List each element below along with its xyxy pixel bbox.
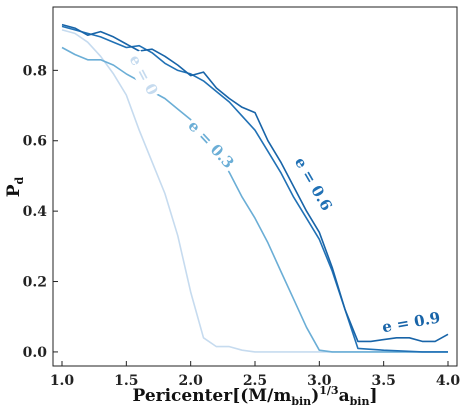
x-tick-label: 2.5 [243, 373, 267, 389]
series-line-e-0-6 [61, 25, 448, 353]
x-tick-label: 1.0 [50, 373, 75, 389]
x-tick-label: 2.0 [178, 373, 203, 389]
y-tick-label: 0.2 [23, 275, 47, 291]
curve-label-background [289, 152, 337, 216]
y-tick-label: 0.4 [23, 204, 48, 220]
curve-label-background [183, 115, 239, 174]
curve-label: e = 0.3 [184, 117, 237, 172]
x-axis-label: Pericenter[(M/mbin)1/3abin] [133, 384, 378, 408]
x-tick-label: 3.5 [371, 373, 395, 389]
series [61, 23, 449, 353]
x-axis-label-sub1: bin [291, 395, 311, 408]
x-axis-label-sup: 1/3 [319, 384, 338, 397]
x-axis-label-mid: ) [311, 386, 319, 406]
y-axis-label-sub: d [13, 176, 26, 184]
curve-label: e = 0.9 [381, 308, 442, 336]
y-tick-label: 0.0 [23, 345, 48, 361]
series-line-e-0 [61, 29, 448, 353]
x-tick-label: 3.0 [307, 373, 332, 389]
ticks: 1.0 1.5 2.0 2.5 3.0 3.5 4.0 0.0 0.2 0.4 0.6 0.8 [23, 63, 461, 389]
curve-label: e = 0 [126, 52, 162, 98]
y-tick-label: 0.8 [23, 63, 47, 79]
annotations: e = 0e = 0.3e = 0.6e = 0.9 [124, 50, 444, 337]
curve-label-background [378, 308, 444, 337]
x-axis-label-end: ] [369, 386, 377, 406]
series-line-e-0-9 [61, 23, 449, 343]
x-tick-label: 4.0 [436, 373, 461, 389]
y-tick-label: 0.6 [23, 134, 47, 150]
x-tick-label: 1.5 [114, 373, 138, 389]
y-axis-label: Pd [4, 176, 26, 197]
x-axis-label-sub2: bin [350, 395, 370, 408]
series-line-e-0-3 [61, 46, 448, 353]
curve-label-background [124, 50, 163, 101]
plot-frame [52, 6, 458, 367]
x-axis-label-a: a [339, 386, 350, 406]
